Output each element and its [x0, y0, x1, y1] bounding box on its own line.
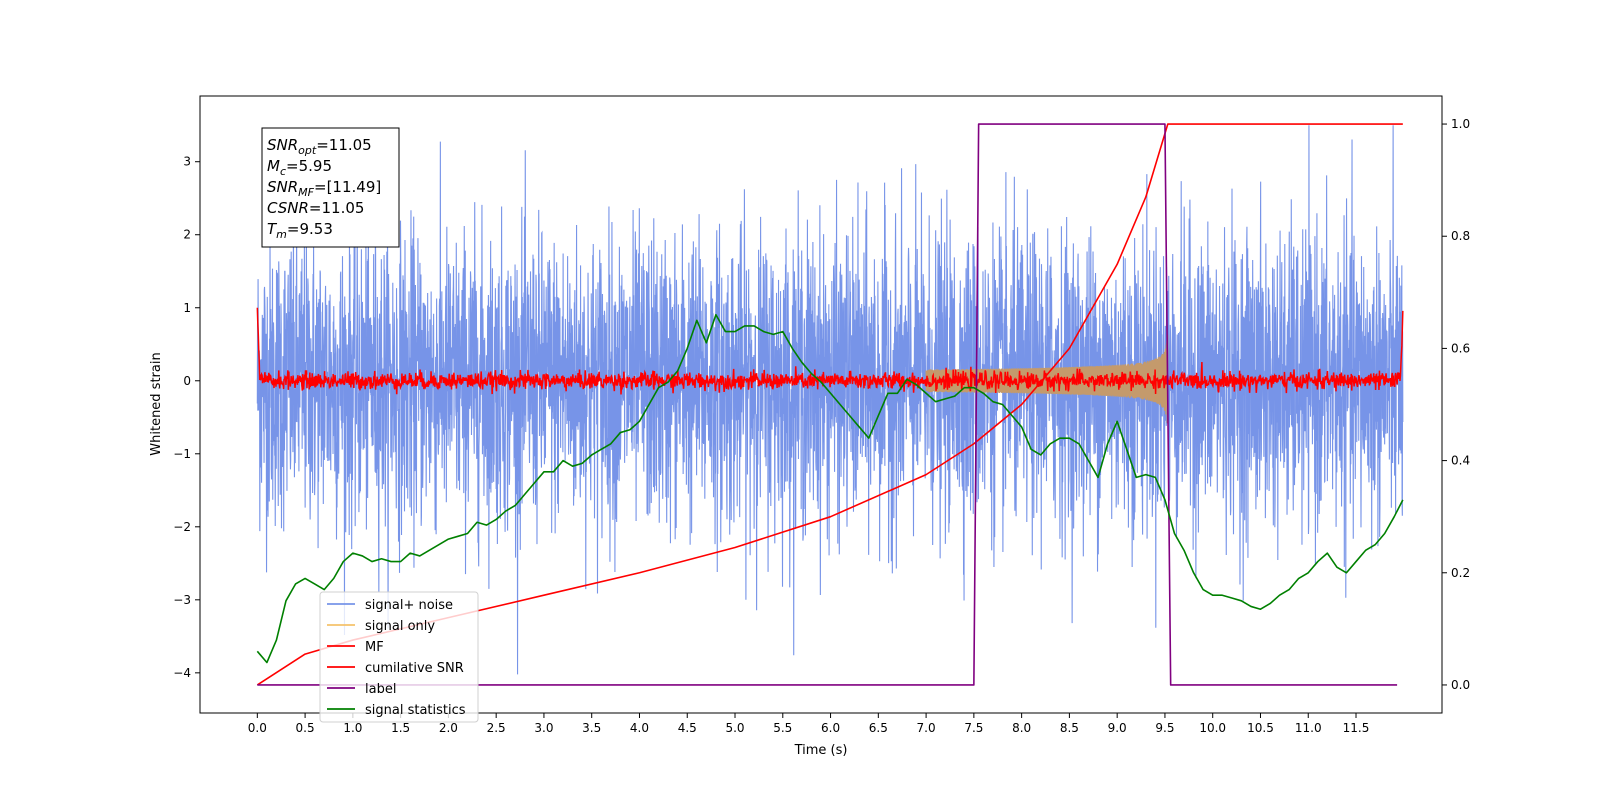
x-axis-label: Time (s) — [794, 743, 848, 758]
annotation-value: =9.53 — [287, 220, 333, 238]
x-tick-label: 10.5 — [1247, 721, 1274, 735]
annotation-box — [261, 127, 400, 248]
legend-entry: signal only — [365, 619, 435, 634]
x-tick-label: 0.0 — [248, 721, 267, 735]
annotation-value: =11.05 — [316, 136, 372, 154]
x-tick-label: 1.5 — [391, 721, 410, 735]
y-left-tick-label: 1 — [183, 301, 191, 315]
x-tick-label: 8.5 — [1060, 721, 1079, 735]
signal-noise-line — [256, 125, 1404, 675]
x-tick-label: 2.5 — [487, 721, 506, 735]
y-left-tick-label: −3 — [173, 593, 191, 607]
annotation-value: =[11.49] — [314, 178, 381, 196]
x-axis: 0.0 0.5 1.0 1.5 2.0 2.5 3.0 3.5 4.0 4.5 5.0 5.5 6.0 6… — [248, 713, 1370, 735]
y-right-tick-label: 0.8 — [1451, 229, 1470, 243]
legend-frame — [319, 591, 479, 723]
x-tick-label: 3.0 — [534, 721, 553, 735]
y-axis-left: −4 −3 −2 −1 0 1 2 3 — [173, 155, 200, 680]
y-left-tick-label: 3 — [183, 155, 191, 169]
y-axis-right: 0.0 0.2 0.4 0.6 0.8 1.0 — [1442, 117, 1470, 692]
y-right-tick-label: 0.6 — [1451, 341, 1470, 355]
y-left-tick-label: −1 — [173, 447, 191, 461]
legend-entry: cumilative SNR — [365, 661, 464, 676]
x-tick-label: 0.5 — [296, 721, 315, 735]
x-tick-label: 4.0 — [630, 721, 649, 735]
x-tick-label: 11.5 — [1343, 721, 1370, 735]
annotation-line: SNRopt=11.05 — [267, 136, 372, 157]
annotation-symbol: SNR — [267, 178, 298, 196]
x-tick-label: 2.0 — [439, 721, 458, 735]
annotation-subscript: MF — [298, 186, 314, 199]
legend-entry: signal+ noise — [365, 598, 453, 613]
legend-entry: signal statistics — [365, 703, 466, 718]
signal-statistics-line — [256, 313, 1404, 664]
mf-series — [256, 307, 1404, 395]
x-tick-label: 9.0 — [1108, 721, 1127, 735]
y-right-tick-label: 0.4 — [1451, 454, 1470, 468]
annotation-symbol: T — [267, 220, 278, 238]
y-right-tick-label: 0.0 — [1451, 678, 1470, 692]
x-tick-label: 10.0 — [1199, 721, 1226, 735]
signal-noise-series — [256, 125, 1404, 675]
legend-entry: label — [365, 682, 396, 697]
signal-only-line — [925, 334, 1169, 424]
x-tick-label: 8.0 — [1012, 721, 1031, 735]
x-tick-label: 6.5 — [869, 721, 888, 735]
y-right-tick-label: 1.0 — [1451, 117, 1470, 131]
annotation-symbol: CSNR — [267, 199, 309, 217]
x-tick-label: 11.0 — [1295, 721, 1322, 735]
annotation-line: CSNR=11.05 — [267, 199, 364, 217]
y-left-tick-label: −4 — [173, 666, 191, 680]
annotation-value: =5.95 — [286, 157, 332, 175]
annotation-subscript: c — [280, 165, 286, 178]
mf-line — [256, 307, 1404, 395]
axes-frame — [199, 95, 1443, 714]
annotation-subscript: opt — [298, 144, 317, 157]
stats-annotation: SNRopt=11.05Mc=5.95SNRMF=[11.49]CSNR=11.… — [261, 127, 400, 248]
annotation-value: =11.05 — [309, 199, 365, 217]
x-tick-label: 3.5 — [582, 721, 601, 735]
signal-only-series — [925, 334, 1169, 424]
annotation-line: SNRMF=[11.49] — [267, 178, 381, 199]
x-tick-label: 7.5 — [964, 721, 983, 735]
y-right-tick-label: 0.2 — [1451, 566, 1470, 580]
x-tick-label: 4.5 — [678, 721, 697, 735]
annotation-subscript: m — [276, 228, 287, 241]
y-left-tick-label: 0 — [183, 374, 191, 388]
y-axis-label: Whitened strain — [149, 352, 164, 455]
annotation-line: Tm=9.53 — [267, 220, 333, 241]
x-tick-label: 5.5 — [773, 721, 792, 735]
annotation-symbol: M — [267, 157, 280, 175]
x-tick-label: 7.0 — [917, 721, 936, 735]
x-tick-label: 1.0 — [343, 721, 362, 735]
x-tick-label: 6.0 — [821, 721, 840, 735]
legend: signal+ noise signal only MF cumilative SNR… — [319, 591, 479, 723]
y-left-tick-label: 2 — [183, 228, 191, 242]
annotation-line: Mc=5.95 — [267, 157, 332, 178]
x-tick-label: 9.5 — [1155, 721, 1174, 735]
y-left-tick-label: −2 — [173, 520, 191, 534]
label-line — [257, 123, 1398, 686]
x-tick-label: 5.0 — [725, 721, 744, 735]
annotation-symbol: SNR — [267, 136, 298, 154]
legend-entry: MF — [365, 640, 384, 655]
